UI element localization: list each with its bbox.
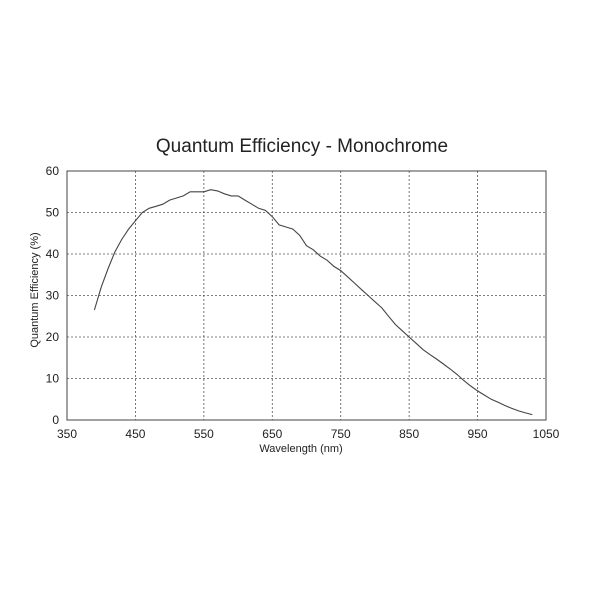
y-tick-label: 0 xyxy=(52,413,59,427)
y-axis-ticks: 0 10 20 30 40 50 60 xyxy=(46,164,60,427)
qe-curve-line xyxy=(93,189,533,416)
x-tick-label: 1050 xyxy=(533,427,560,441)
plot-frame xyxy=(66,170,547,421)
x-tick-label: 350 xyxy=(57,427,77,441)
x-tick-label: 950 xyxy=(468,427,488,441)
grid xyxy=(67,171,546,420)
y-axis-label: Quantum Efficiency (%) xyxy=(29,232,41,347)
y-tick-label: 50 xyxy=(46,206,60,220)
x-axis-label: Wavelength (nm) xyxy=(259,443,342,455)
y-tick-label: 40 xyxy=(46,247,60,261)
y-tick-label: 60 xyxy=(46,164,60,178)
y-tick-label: 30 xyxy=(46,289,60,303)
y-tick-label: 20 xyxy=(46,330,60,344)
x-tick-label: 450 xyxy=(125,427,145,441)
chart-title: Quantum Efficiency - Monochrome xyxy=(156,136,448,157)
x-tick-label: 850 xyxy=(399,427,419,441)
x-tick-label: 750 xyxy=(331,427,351,441)
x-tick-label: 550 xyxy=(194,427,214,441)
y-tick-label: 10 xyxy=(46,372,60,386)
x-axis-ticks: 350 450 550 650 750 850 950 1050 xyxy=(57,427,560,441)
x-tick-label: 650 xyxy=(262,427,282,441)
